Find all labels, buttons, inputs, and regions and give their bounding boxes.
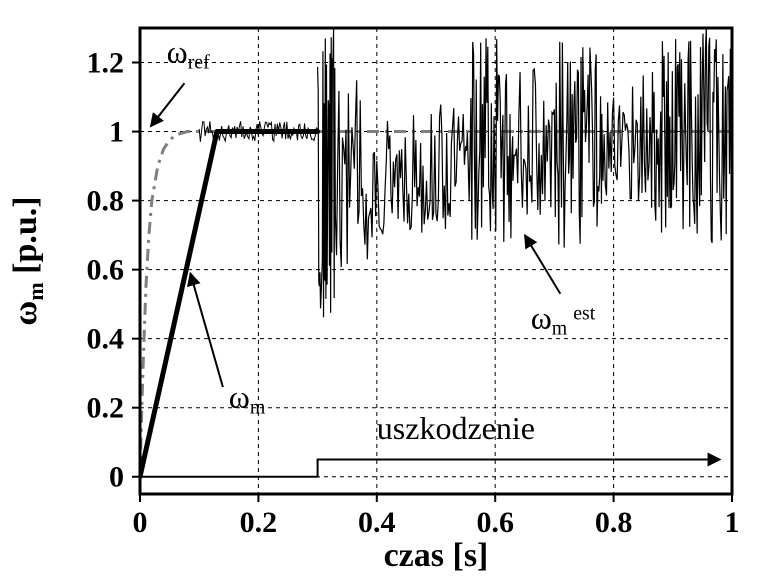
y-tick-label: 0.4	[87, 323, 125, 356]
x-tick-label: 0.4	[358, 506, 396, 539]
y-tick-label: 0.8	[87, 185, 125, 218]
x-tick-label: 0.8	[595, 506, 633, 539]
x-tick-label: 1	[725, 506, 740, 539]
omega-time-chart: 0 0.2 0.4 0.6 0.8 1 0 0.2 0.4 0.6 0.8 1 1.2 czas [s] ω…	[0, 0, 768, 584]
y-tick-label: 0.6	[87, 254, 125, 287]
x-axis-label: czas [s]	[384, 537, 489, 574]
x-tick-label: 0.6	[476, 506, 514, 539]
label-uszkodzenie: uszkodzenie	[377, 410, 535, 446]
y-tick-label: 1	[109, 116, 124, 149]
x-tick-label: 0	[133, 506, 148, 539]
y-axis-label: ωm [p.u.]	[7, 196, 48, 325]
y-tick-label: 1.2	[87, 47, 125, 80]
x-tick-label: 0.2	[240, 506, 278, 539]
y-tick-label: 0	[109, 461, 124, 494]
y-tick-label: 0.2	[87, 392, 125, 425]
